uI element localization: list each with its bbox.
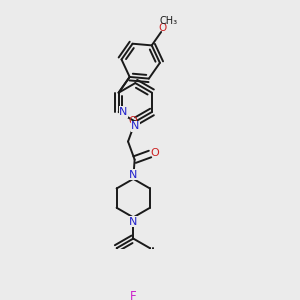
Text: N: N xyxy=(129,169,137,180)
Text: F: F xyxy=(130,290,136,300)
Text: N: N xyxy=(119,107,128,117)
Text: CH₃: CH₃ xyxy=(160,16,178,26)
Text: O: O xyxy=(158,23,166,33)
Text: O: O xyxy=(129,116,137,126)
Text: N: N xyxy=(131,122,140,131)
Text: N: N xyxy=(129,217,137,227)
Text: O: O xyxy=(150,148,159,158)
